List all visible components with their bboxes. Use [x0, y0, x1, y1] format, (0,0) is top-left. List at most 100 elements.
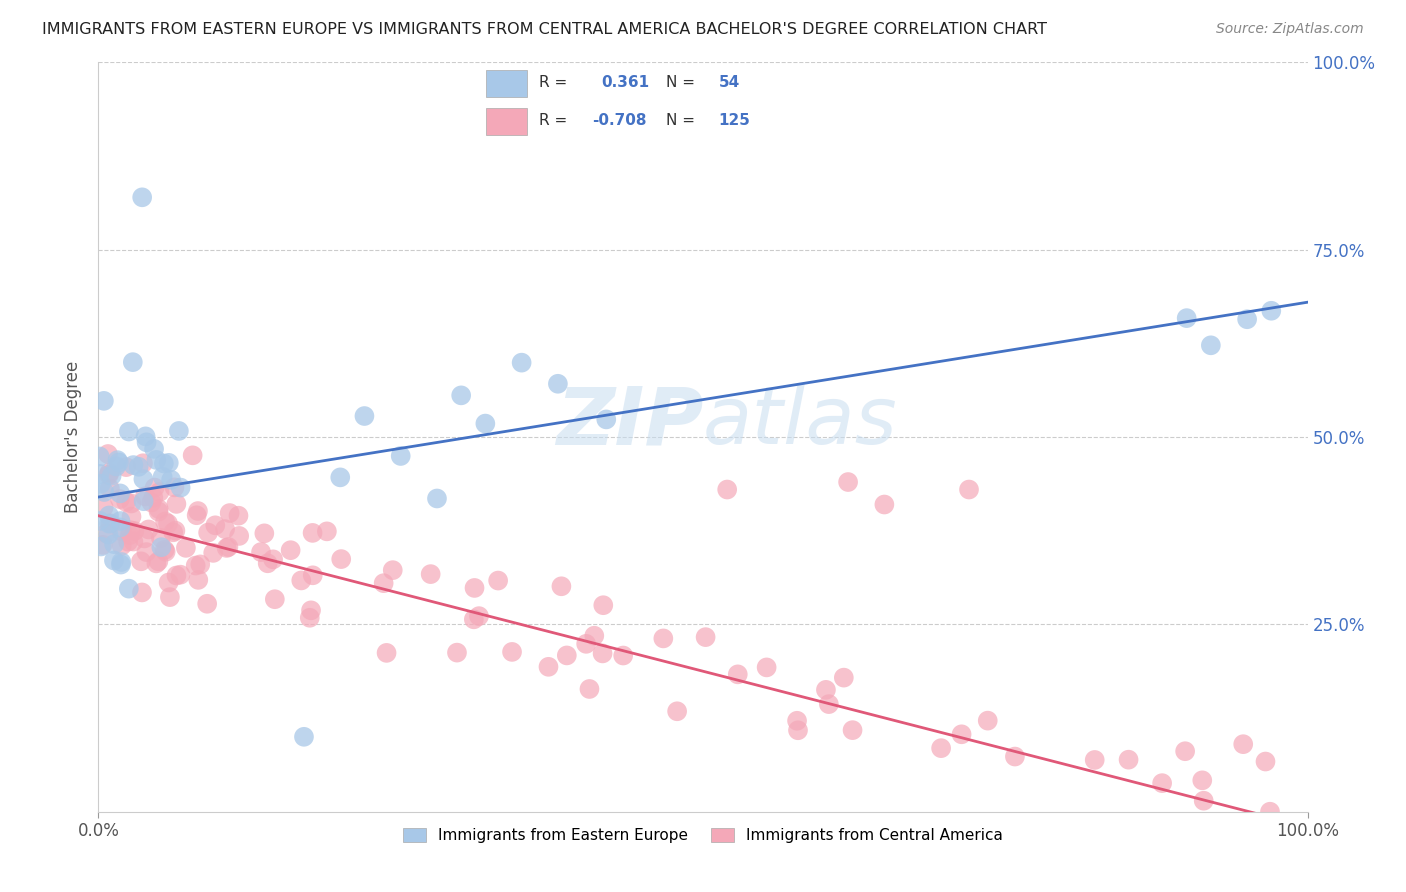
Point [204, 518, 226, 533]
Point [153, 515, 176, 529]
Point [160, 473, 183, 487]
Point [353, 409, 375, 423]
Point [280, 543, 302, 558]
Point [446, 646, 468, 660]
Point [103, 553, 125, 567]
Point [1258, 805, 1281, 819]
Point [419, 567, 441, 582]
Point [977, 714, 1000, 728]
Point [115, 495, 138, 509]
Point [262, 552, 284, 566]
Point [181, 448, 204, 462]
Point [155, 545, 177, 559]
Point [256, 556, 278, 570]
Point [1084, 753, 1107, 767]
Point [153, 457, 176, 471]
Point [166, 568, 188, 582]
Point [290, 574, 312, 588]
Point [124, 524, 146, 538]
Point [547, 376, 569, 391]
Point [215, 541, 238, 555]
Point [93, 485, 115, 500]
Point [837, 475, 859, 489]
Point [135, 545, 157, 559]
Point [592, 647, 614, 661]
Point [89, 467, 111, 481]
Point [115, 460, 138, 475]
Text: N =: N = [666, 75, 695, 90]
Point [97, 527, 120, 541]
Point [375, 646, 398, 660]
Point [134, 532, 156, 546]
Point [110, 514, 132, 528]
Point [107, 455, 129, 469]
Point [141, 495, 163, 509]
Point [90, 476, 112, 491]
Point [501, 645, 523, 659]
Point [163, 480, 186, 494]
Point [202, 546, 225, 560]
Point [152, 470, 174, 484]
Point [143, 442, 166, 456]
Text: N =: N = [666, 112, 695, 128]
Point [330, 552, 353, 566]
Point [592, 598, 614, 612]
Point [1152, 776, 1174, 790]
Point [169, 567, 191, 582]
Point [1004, 749, 1026, 764]
Point [217, 540, 239, 554]
Point [263, 592, 285, 607]
Point [1232, 737, 1254, 751]
Point [197, 525, 219, 540]
Point [149, 531, 172, 545]
Point [298, 611, 321, 625]
Point [1191, 773, 1213, 788]
Point [187, 573, 209, 587]
Point [474, 417, 496, 431]
Point [100, 468, 122, 483]
Point [148, 502, 170, 516]
Point [187, 504, 209, 518]
Point [157, 575, 180, 590]
Point [111, 539, 134, 553]
Point [111, 524, 134, 538]
Point [148, 554, 170, 568]
Point [595, 412, 617, 426]
Point [253, 526, 276, 541]
Point [174, 541, 197, 555]
Point [1174, 744, 1197, 758]
Point [510, 356, 533, 370]
Point [100, 516, 122, 531]
Point [426, 491, 449, 506]
Point [575, 637, 598, 651]
Point [583, 629, 606, 643]
Point [329, 470, 352, 484]
Point [145, 453, 167, 467]
Point [110, 555, 132, 569]
Point [188, 558, 211, 572]
Point [299, 603, 322, 617]
Point [120, 523, 142, 537]
Point [787, 723, 810, 738]
Point [832, 671, 855, 685]
Point [132, 456, 155, 470]
Point [1236, 312, 1258, 326]
Point [131, 190, 153, 204]
Point [89, 450, 111, 464]
Point [131, 585, 153, 599]
Text: -0.708: -0.708 [592, 112, 647, 128]
Point [1254, 755, 1277, 769]
Text: R =: R = [538, 75, 567, 90]
Point [135, 435, 157, 450]
Point [184, 558, 207, 573]
Point [652, 632, 675, 646]
Point [695, 630, 717, 644]
Y-axis label: Bachelor's Degree: Bachelor's Degree [65, 361, 83, 513]
Point [118, 425, 141, 439]
Point [120, 496, 142, 510]
Text: R =: R = [538, 112, 567, 128]
Point [121, 355, 143, 369]
Point [486, 574, 509, 588]
Point [301, 568, 323, 582]
Point [108, 492, 131, 507]
